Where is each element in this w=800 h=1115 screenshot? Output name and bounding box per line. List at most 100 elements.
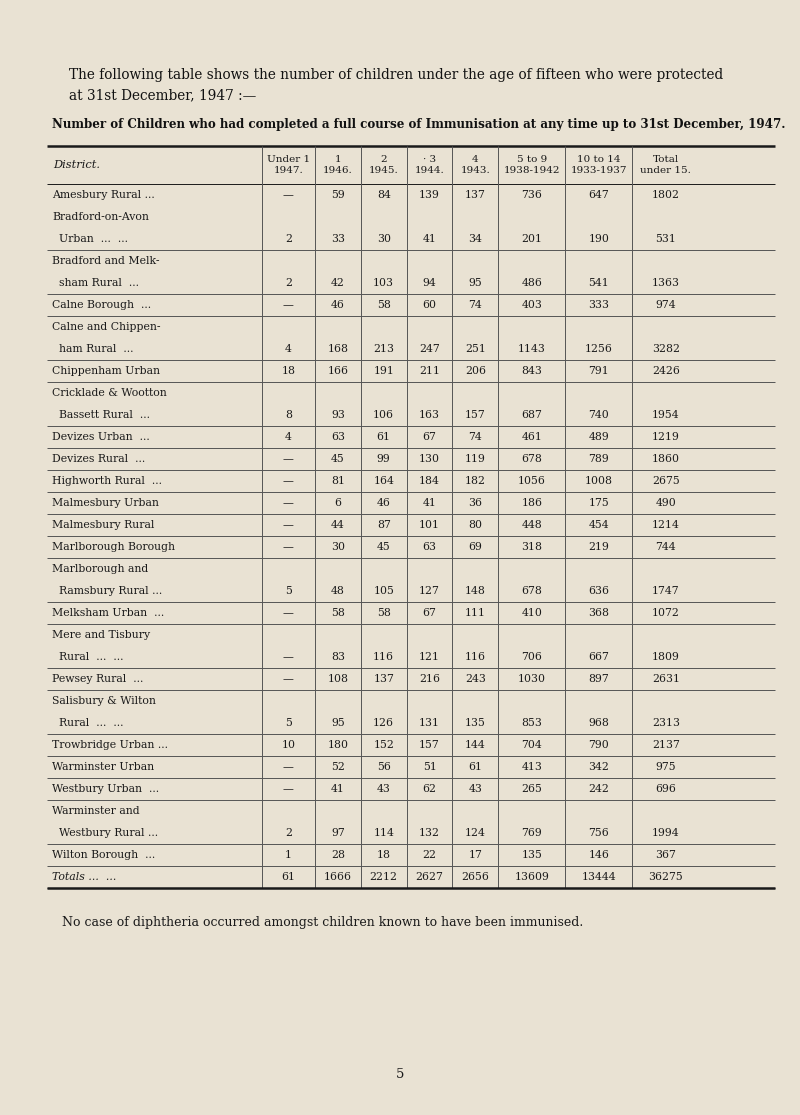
Text: 8: 8	[285, 410, 292, 420]
Text: 61: 61	[377, 432, 390, 442]
Text: 152: 152	[374, 740, 394, 750]
Text: 461: 461	[522, 432, 542, 442]
Text: 67: 67	[422, 432, 437, 442]
Text: Marlborough Borough: Marlborough Borough	[52, 542, 175, 552]
Text: 2627: 2627	[416, 872, 443, 882]
Text: Totals ...  ...: Totals ... ...	[52, 872, 116, 882]
Text: 251: 251	[465, 345, 486, 353]
Text: 28: 28	[331, 850, 345, 860]
Text: 1219: 1219	[652, 432, 680, 442]
Text: 45: 45	[377, 542, 390, 552]
Text: 124: 124	[465, 828, 486, 838]
Text: 41: 41	[422, 498, 437, 508]
Text: 22: 22	[422, 850, 437, 860]
Text: 58: 58	[377, 608, 390, 618]
Text: 74: 74	[469, 300, 482, 310]
Text: 342: 342	[588, 762, 610, 772]
Text: 135: 135	[465, 718, 486, 728]
Text: 63: 63	[331, 432, 345, 442]
Text: 164: 164	[374, 476, 394, 486]
Text: Westbury Rural ...: Westbury Rural ...	[52, 828, 158, 838]
Text: 43: 43	[469, 784, 482, 794]
Text: 41: 41	[331, 784, 345, 794]
Text: 1: 1	[285, 850, 292, 860]
Text: 166: 166	[327, 366, 348, 376]
Text: Cricklade & Wootton: Cricklade & Wootton	[52, 388, 166, 398]
Text: 2212: 2212	[370, 872, 398, 882]
Text: 13609: 13609	[514, 872, 550, 882]
Text: 94: 94	[422, 278, 437, 288]
Text: 756: 756	[589, 828, 609, 838]
Text: 2313: 2313	[652, 718, 680, 728]
Text: Warminster Urban: Warminster Urban	[52, 762, 154, 772]
Text: 4
1943.: 4 1943.	[461, 155, 490, 175]
Text: 190: 190	[588, 234, 610, 244]
Text: 647: 647	[589, 190, 609, 200]
Text: 43: 43	[377, 784, 390, 794]
Text: Calne Borough  ...: Calne Borough ...	[52, 300, 151, 310]
Text: 740: 740	[589, 410, 609, 420]
Text: 1994: 1994	[652, 828, 680, 838]
Text: Malmesbury Urban: Malmesbury Urban	[52, 498, 159, 508]
Text: 318: 318	[522, 542, 542, 552]
Text: 213: 213	[373, 345, 394, 353]
Text: —: —	[283, 190, 294, 200]
Text: 67: 67	[422, 608, 437, 618]
Text: 44: 44	[331, 520, 345, 530]
Text: 34: 34	[469, 234, 482, 244]
Text: 853: 853	[522, 718, 542, 728]
Text: 1363: 1363	[652, 278, 680, 288]
Text: Mere and Tisbury: Mere and Tisbury	[52, 630, 150, 640]
Text: 5: 5	[396, 1068, 404, 1082]
Text: 367: 367	[655, 850, 676, 860]
Text: 974: 974	[655, 300, 676, 310]
Text: 403: 403	[522, 300, 542, 310]
Text: 541: 541	[589, 278, 609, 288]
Text: 62: 62	[422, 784, 437, 794]
Text: 704: 704	[522, 740, 542, 750]
Text: 61: 61	[282, 872, 295, 882]
Text: Bassett Rural  ...: Bassett Rural ...	[52, 410, 150, 420]
Text: Wilton Borough  ...: Wilton Borough ...	[52, 850, 155, 860]
Text: Urban  ...  ...: Urban ... ...	[52, 234, 128, 244]
Text: 413: 413	[522, 762, 542, 772]
Text: 1809: 1809	[652, 652, 680, 662]
Text: 10 to 14
1933-1937: 10 to 14 1933-1937	[570, 155, 627, 175]
Text: 744: 744	[655, 542, 676, 552]
Text: 74: 74	[469, 432, 482, 442]
Text: Westbury Urban  ...: Westbury Urban ...	[52, 784, 159, 794]
Text: 4: 4	[285, 345, 292, 353]
Text: 97: 97	[331, 828, 345, 838]
Text: 769: 769	[522, 828, 542, 838]
Text: 87: 87	[377, 520, 390, 530]
Text: Devizes Urban  ...: Devizes Urban ...	[52, 432, 150, 442]
Text: 791: 791	[589, 366, 609, 376]
Text: 3282: 3282	[652, 345, 680, 353]
Text: 247: 247	[419, 345, 440, 353]
Text: 2: 2	[285, 234, 292, 244]
Text: 81: 81	[331, 476, 345, 486]
Text: 36: 36	[469, 498, 482, 508]
Text: 790: 790	[589, 740, 609, 750]
Text: No case of diphtheria occurred amongst children known to have been immunised.: No case of diphtheria occurred amongst c…	[62, 917, 583, 929]
Text: 56: 56	[377, 762, 390, 772]
Text: Chippenham Urban: Chippenham Urban	[52, 366, 160, 376]
Text: 116: 116	[373, 652, 394, 662]
Text: 736: 736	[522, 190, 542, 200]
Text: 2656: 2656	[462, 872, 490, 882]
Text: 130: 130	[419, 454, 440, 464]
Text: —: —	[283, 784, 294, 794]
Text: 2675: 2675	[652, 476, 680, 486]
Text: 667: 667	[588, 652, 610, 662]
Text: 10: 10	[282, 740, 295, 750]
Text: 5: 5	[285, 586, 292, 597]
Text: 678: 678	[522, 454, 542, 464]
Text: —: —	[283, 673, 294, 683]
Text: 687: 687	[522, 410, 542, 420]
Text: 2: 2	[285, 828, 292, 838]
Text: 48: 48	[331, 586, 345, 597]
Text: 1666: 1666	[324, 872, 352, 882]
Text: 1256: 1256	[585, 345, 613, 353]
Text: 60: 60	[422, 300, 437, 310]
Text: 6: 6	[334, 498, 342, 508]
